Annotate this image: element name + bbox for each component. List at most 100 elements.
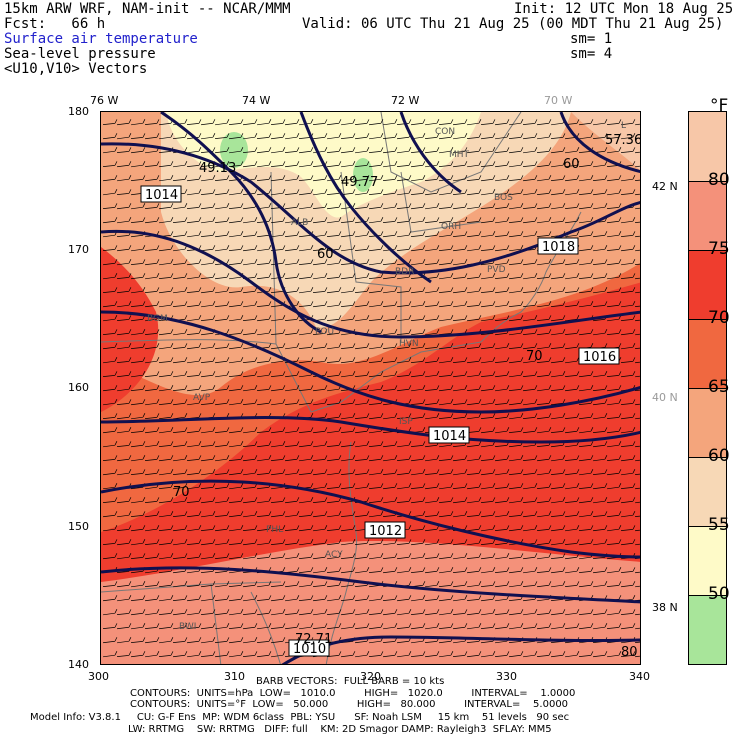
wind-barb [187,385,202,392]
wind-barb [481,399,496,406]
wind-barb [593,497,608,504]
wind-barb [481,511,496,518]
wind-barb [298,385,314,391]
wind-barb [285,497,300,504]
wind-barb [467,609,482,616]
wind-barb [607,217,622,224]
wind-barb [383,315,398,322]
wind-barb [326,567,342,573]
wind-barb [453,469,468,476]
wind-barb [117,119,132,126]
footer-barb-vectors: BARB VECTORS: FULL BARB = 10 kts [256,676,445,687]
wind-barb [312,539,328,545]
isobar-line [101,416,640,444]
wind-barb [200,399,216,405]
colorbar-segment [689,595,726,664]
wind-barb [242,525,258,531]
wind-barb [523,273,538,280]
wind-barb [523,385,538,392]
colorbar-label-70: 70 [708,308,730,328]
wind-barb [215,273,230,280]
wind-barb [186,371,202,377]
wind-barb [215,189,230,196]
wind-barb [271,217,286,224]
wind-barb [425,315,440,322]
wind-barb [117,259,132,266]
wind-barb [117,469,132,476]
wind-barb [508,343,524,349]
temp-region-80plus [571,112,640,171]
wind-barb [229,469,244,476]
wind-barb [256,133,272,139]
wind-barb [215,119,230,126]
wind-barb [621,455,636,462]
wind-barb [214,427,230,433]
wind-barb [312,203,328,209]
wind-barb [453,259,468,266]
wind-barb [509,399,524,406]
colorbar-segment [689,457,726,526]
wind-barb [494,483,510,489]
wind-barb [201,539,216,546]
wind-barb [411,623,426,630]
wind-barb [578,651,594,657]
wind-barb [397,357,412,364]
wind-barb [438,413,454,419]
wind-barb [144,119,160,125]
wind-barb [411,497,426,504]
wind-barb [523,147,538,154]
wind-barb [270,161,286,167]
wind-barb [201,245,216,252]
wind-barb [495,427,510,434]
wind-barb [214,469,230,475]
wind-barb [172,427,188,433]
wind-barb [607,441,622,448]
wind-barb [523,469,538,476]
wind-barb [130,175,146,181]
wind-barb [551,315,566,322]
wind-barb [635,151,640,154]
wind-barb [509,371,524,378]
wind-barb [536,399,552,405]
wind-barb [229,483,244,490]
wind-barb [173,441,188,448]
isobar-lines [101,112,640,664]
wind-barb [242,315,258,321]
wind-barb [257,441,272,448]
isobar-label-1018: 1018 [542,240,575,255]
wind-barb [369,343,384,350]
wind-barb [369,245,384,252]
wind-barb [173,203,188,210]
wind-barb [285,511,300,518]
wind-barb [117,581,132,588]
wind-barb [228,245,244,251]
wind-barb [509,203,524,210]
wind-barb [537,385,552,392]
bottom-tick-300: 300 [88,670,109,683]
wind-barb [313,217,328,224]
wind-barb [550,259,566,265]
wind-barb [173,371,188,378]
footer-physics-info: LW: RRTMG SW: RRTMG DIFF: full KM: 2D Sm… [128,724,552,735]
wind-barb [187,609,202,616]
wind-barb [578,189,594,195]
wind-barb [159,217,174,224]
wind-barb [313,175,328,182]
wind-barb [299,189,314,196]
wind-barb [285,553,300,560]
wind-barb [467,357,482,364]
wind-barb [537,329,552,336]
wind-barb [229,399,244,406]
wind-barb [439,133,454,140]
wind-barb [480,287,496,293]
wind-barb [103,399,118,406]
wind-barb [579,455,594,462]
wind-barb [117,161,132,168]
wind-barb [509,357,524,364]
wind-barb [130,553,146,559]
wind-barb [593,189,608,196]
wind-barb [425,287,440,294]
wind-barb [228,539,244,545]
wind-barb [607,385,622,392]
wind-barb [411,455,426,462]
